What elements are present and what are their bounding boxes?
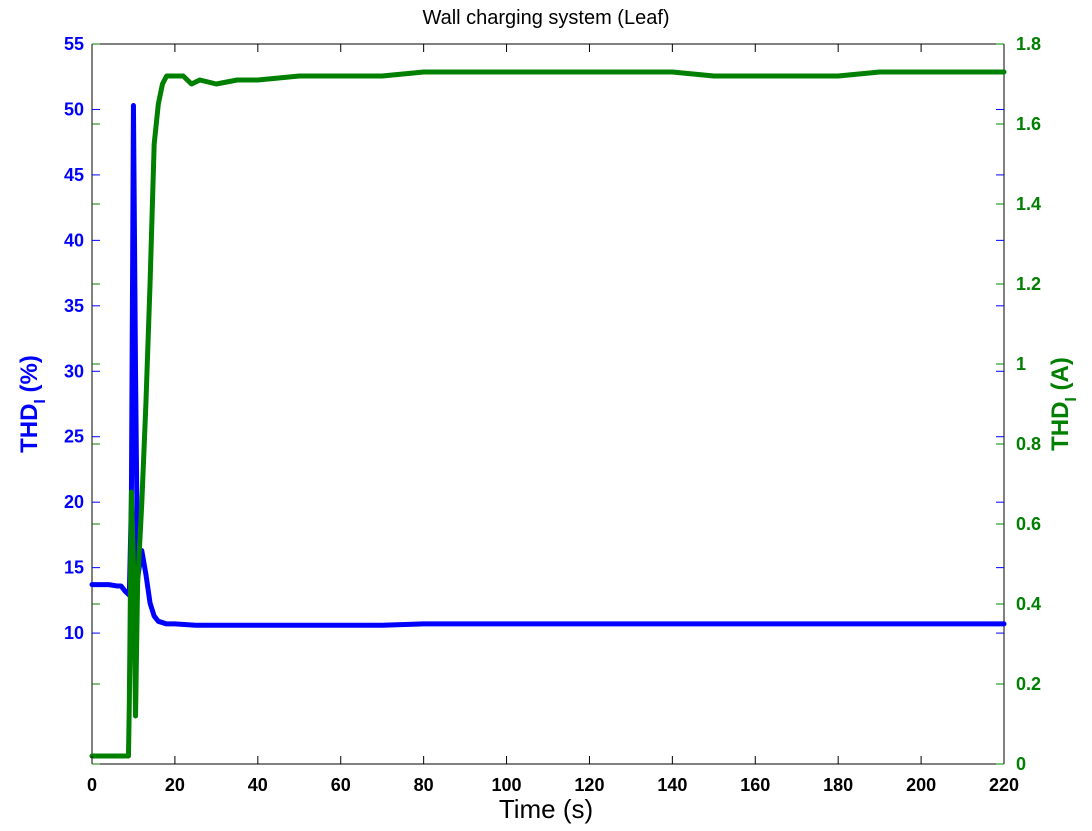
left-y-tick-label: 30 — [64, 361, 84, 381]
right-y-tick-label: 1 — [1016, 354, 1026, 374]
right-y-tick-label: 1.8 — [1016, 34, 1041, 54]
right-y-tick-label: 1.4 — [1016, 194, 1041, 214]
left-y-tick-label: 15 — [64, 558, 84, 578]
left-y-axis-label: THDI (%) — [16, 355, 49, 453]
x-tick-label: 80 — [414, 775, 434, 795]
x-tick-label: 200 — [906, 775, 936, 795]
left-y-tick-label: 55 — [64, 34, 84, 54]
left-y-tick-label: 10 — [64, 623, 84, 643]
left-y-tick-label: 40 — [64, 230, 84, 250]
left-y-tick-label: 35 — [64, 296, 84, 316]
plot-frame — [91, 43, 1005, 765]
ticks-layer: 0 20 40 60 80 100 120 140 160 180 200 2201015202530… — [64, 34, 1041, 795]
x-tick-label: 20 — [165, 775, 185, 795]
x-tick-label: 160 — [740, 775, 770, 795]
left-y-axis-label-subscript: I — [32, 399, 49, 403]
right-y-tick-label: 0.4 — [1016, 594, 1041, 614]
left-y-axis-label-main: THD — [16, 404, 43, 453]
right-y-axis-label-subscript: I — [1063, 397, 1080, 401]
right-y-tick-label: 0.6 — [1016, 514, 1041, 534]
x-tick-label: 40 — [248, 775, 268, 795]
x-tick-label: 100 — [492, 775, 522, 795]
x-tick-label: 120 — [574, 775, 604, 795]
right-y-tick-label: 0.8 — [1016, 434, 1041, 454]
left-y-tick-label: 50 — [64, 99, 84, 119]
left-y-axis-label-unit: (%) — [16, 355, 43, 399]
x-tick-label: 60 — [331, 775, 351, 795]
right-y-axis-label-unit: (A) — [1047, 357, 1074, 397]
right-y-axis-label: THDI (A) — [1047, 357, 1080, 451]
right-y-axis-label-main: THD — [1047, 402, 1074, 451]
right-y-tick-label: 0 — [1016, 754, 1026, 774]
right-y-tick-label: 1.6 — [1016, 114, 1041, 134]
x-tick-label: 140 — [657, 775, 687, 795]
left-y-tick-label: 45 — [64, 165, 84, 185]
x-axis-label: Time (s) — [499, 794, 593, 824]
right-y-tick-label: 1.2 — [1016, 274, 1041, 294]
right-axis-series-line — [89, 69, 1007, 759]
x-tick-label: 220 — [989, 775, 1019, 795]
chart-title: Wall charging system (Leaf) — [422, 7, 669, 29]
left-y-tick-label: 20 — [64, 492, 84, 512]
left-y-tick-label: 25 — [64, 427, 84, 447]
x-tick-label: 0 — [87, 775, 97, 795]
series-layer — [89, 69, 1007, 759]
x-tick-label: 180 — [823, 775, 853, 795]
right-y-tick-label: 0.2 — [1016, 674, 1041, 694]
labels-layer: Wall charging system (Leaf) Time (s) THDI … — [16, 7, 1080, 824]
